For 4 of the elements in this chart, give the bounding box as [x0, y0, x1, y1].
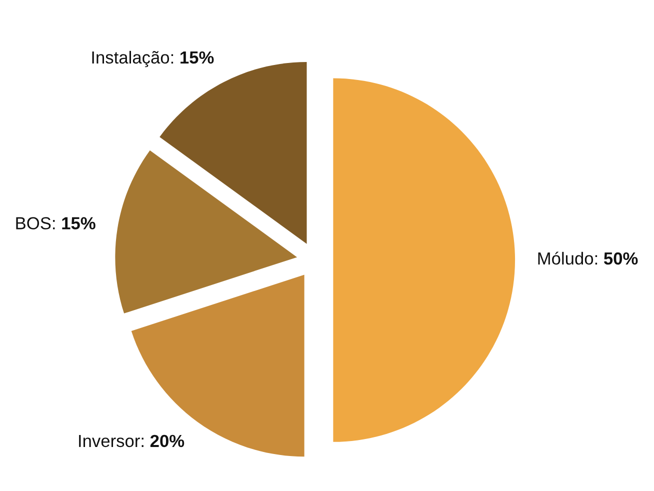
slice-label: BOS: 15%: [16, 217, 96, 230]
slice-label: Móludo: 50%: [538, 252, 638, 265]
slice-label: Instalação: 15%: [92, 50, 214, 68]
slice-label: Inversor: 20%: [79, 434, 184, 448]
